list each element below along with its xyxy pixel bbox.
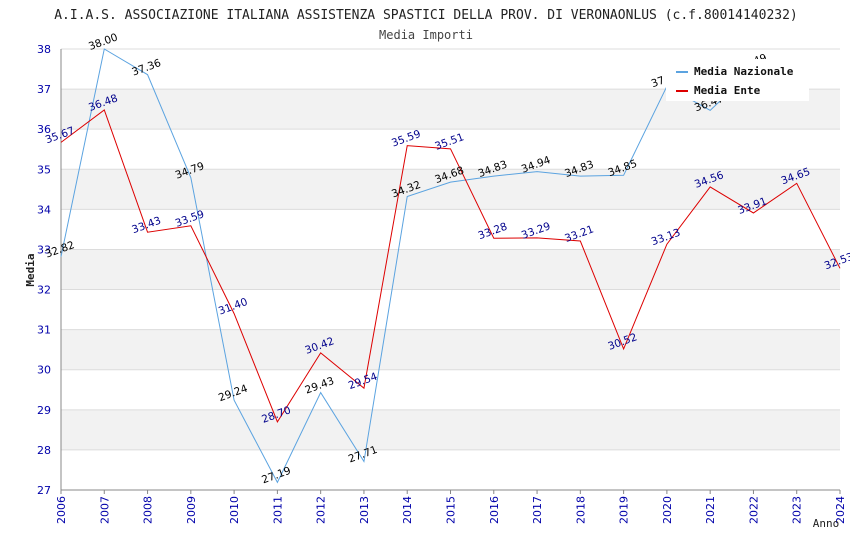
x-tick-label: 2018	[574, 496, 587, 524]
plot-band	[61, 249, 840, 290]
x-tick-label: 2008	[142, 496, 155, 524]
x-tick-label: 2020	[661, 496, 674, 524]
x-tick-label: 2017	[531, 496, 544, 524]
plot-band	[61, 329, 840, 370]
series-line-media-nazionale	[60, 48, 754, 484]
y-tick-label: 34	[37, 203, 51, 216]
data-label: 27.19	[260, 465, 292, 487]
x-tick-label: 2012	[315, 496, 328, 524]
legend-entry: Media Nazionale	[694, 65, 794, 78]
x-tick-label: 2011	[271, 496, 284, 524]
legend-box	[666, 59, 809, 101]
data-label: 37.36	[130, 57, 163, 79]
data-label: 33.21	[563, 223, 595, 245]
data-label: 33.59	[174, 208, 206, 230]
y-tick-label: 28	[37, 444, 51, 457]
x-tick-label: 2006	[55, 496, 68, 524]
data-label: 29.54	[347, 370, 380, 392]
x-tick-label: 2010	[228, 496, 241, 524]
chart-title: A.I.A.S. ASSOCIAZIONE ITALIANA ASSISTENZ…	[54, 8, 798, 23]
y-tick-label: 31	[37, 324, 51, 337]
legend-entry: Media Ente	[694, 84, 761, 97]
data-label: 33.13	[650, 227, 682, 249]
data-label: 38.00	[87, 31, 119, 53]
x-tick-label: 2019	[618, 496, 631, 524]
y-tick-label: 27	[37, 484, 51, 497]
y-axis-label: Media	[24, 253, 37, 286]
plot-band	[61, 169, 840, 210]
data-label: 35.51	[433, 131, 465, 153]
x-tick-label: 2014	[401, 496, 414, 524]
y-tick-label: 29	[37, 404, 51, 417]
x-tick-label: 2007	[98, 496, 111, 524]
x-tick-label: 2022	[747, 496, 760, 524]
data-label: 33.28	[477, 221, 509, 243]
x-axis-label: Anno	[813, 517, 840, 530]
data-label: 31.40	[217, 296, 249, 318]
series-line-media-ente	[60, 109, 841, 423]
x-tick-label: 2013	[358, 496, 371, 524]
data-label: 33.43	[130, 215, 162, 237]
x-tick-label: 2015	[445, 496, 458, 524]
x-tick-label: 2009	[185, 496, 198, 524]
chart-subtitle: Media Importi	[379, 28, 473, 42]
x-tick-label: 2024	[834, 496, 847, 524]
x-tick-label: 2023	[791, 496, 804, 524]
x-tick-label: 2021	[704, 496, 717, 524]
axes: 27 28 29 30 31 32 33 34 35 36 37 38 2006 2007 2008 2009…	[37, 43, 847, 524]
data-label: 29.43	[303, 375, 335, 397]
y-tick-label: 35	[37, 163, 51, 176]
data-label: 29.24	[217, 382, 250, 404]
y-tick-label: 30	[37, 364, 51, 377]
y-tick-label: 36	[37, 123, 51, 136]
x-tick-label: 2016	[488, 496, 501, 524]
series-lines	[60, 48, 841, 484]
legend: Media Nazionale Media Ente	[666, 59, 809, 101]
plot-band	[61, 409, 840, 450]
y-tick-label: 37	[37, 83, 51, 96]
y-tick-label: 32	[37, 284, 51, 297]
plot-background-bands	[61, 89, 840, 450]
grid-lines	[61, 48, 840, 491]
y-tick-label: 33	[37, 243, 51, 256]
y-tick-label: 38	[37, 43, 51, 56]
